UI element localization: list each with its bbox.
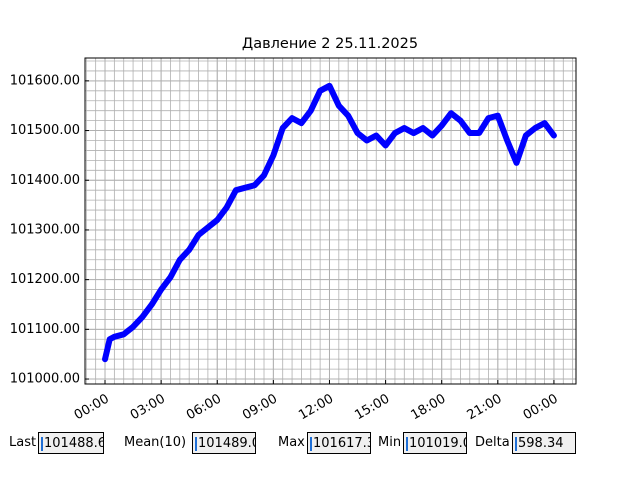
- x-tick-label: 21:00: [465, 392, 505, 424]
- field-value[interactable]: 101488.60: [38, 432, 104, 454]
- field-value[interactable]: 101019.04: [403, 432, 467, 454]
- plot-frame: [84, 57, 577, 385]
- field-label: Max: [278, 435, 305, 450]
- field-value[interactable]: 598.34: [512, 432, 576, 454]
- y-tick-label: 101400.00: [10, 173, 80, 188]
- data-line: [102, 82, 557, 363]
- field-value[interactable]: 101617.38: [307, 432, 371, 454]
- x-tick-label: 06:00: [184, 392, 224, 424]
- x-tick-label: 03:00: [128, 392, 168, 424]
- field-value[interactable]: 101489.05: [192, 432, 256, 454]
- field-label: Last: [9, 435, 37, 450]
- x-tick-label: 00:00: [72, 392, 112, 424]
- x-tick-label: 15:00: [352, 392, 392, 424]
- y-tick-label: 101300.00: [10, 222, 80, 237]
- field-label: Min: [378, 435, 402, 450]
- x-tick-label: 00:00: [521, 392, 561, 424]
- x-tick-label: 09:00: [240, 392, 280, 424]
- x-tick-label: 12:00: [296, 392, 336, 424]
- y-tick-label: 101000.00: [10, 372, 80, 387]
- y-tick-label: 101200.00: [10, 272, 80, 287]
- y-tick-label: 101600.00: [10, 73, 80, 88]
- chart-title: Давление 2 25.11.2025: [242, 36, 418, 52]
- field-label: Delta: [475, 435, 510, 450]
- field-label: Mean(10): [124, 435, 187, 450]
- chart: Давление 2 25.11.2025 101000.00 101100.00…: [10, 36, 577, 424]
- y-tick-label: 101500.00: [10, 123, 80, 138]
- x-tick-label: 18:00: [409, 392, 449, 424]
- y-tick-label: 101100.00: [10, 322, 80, 337]
